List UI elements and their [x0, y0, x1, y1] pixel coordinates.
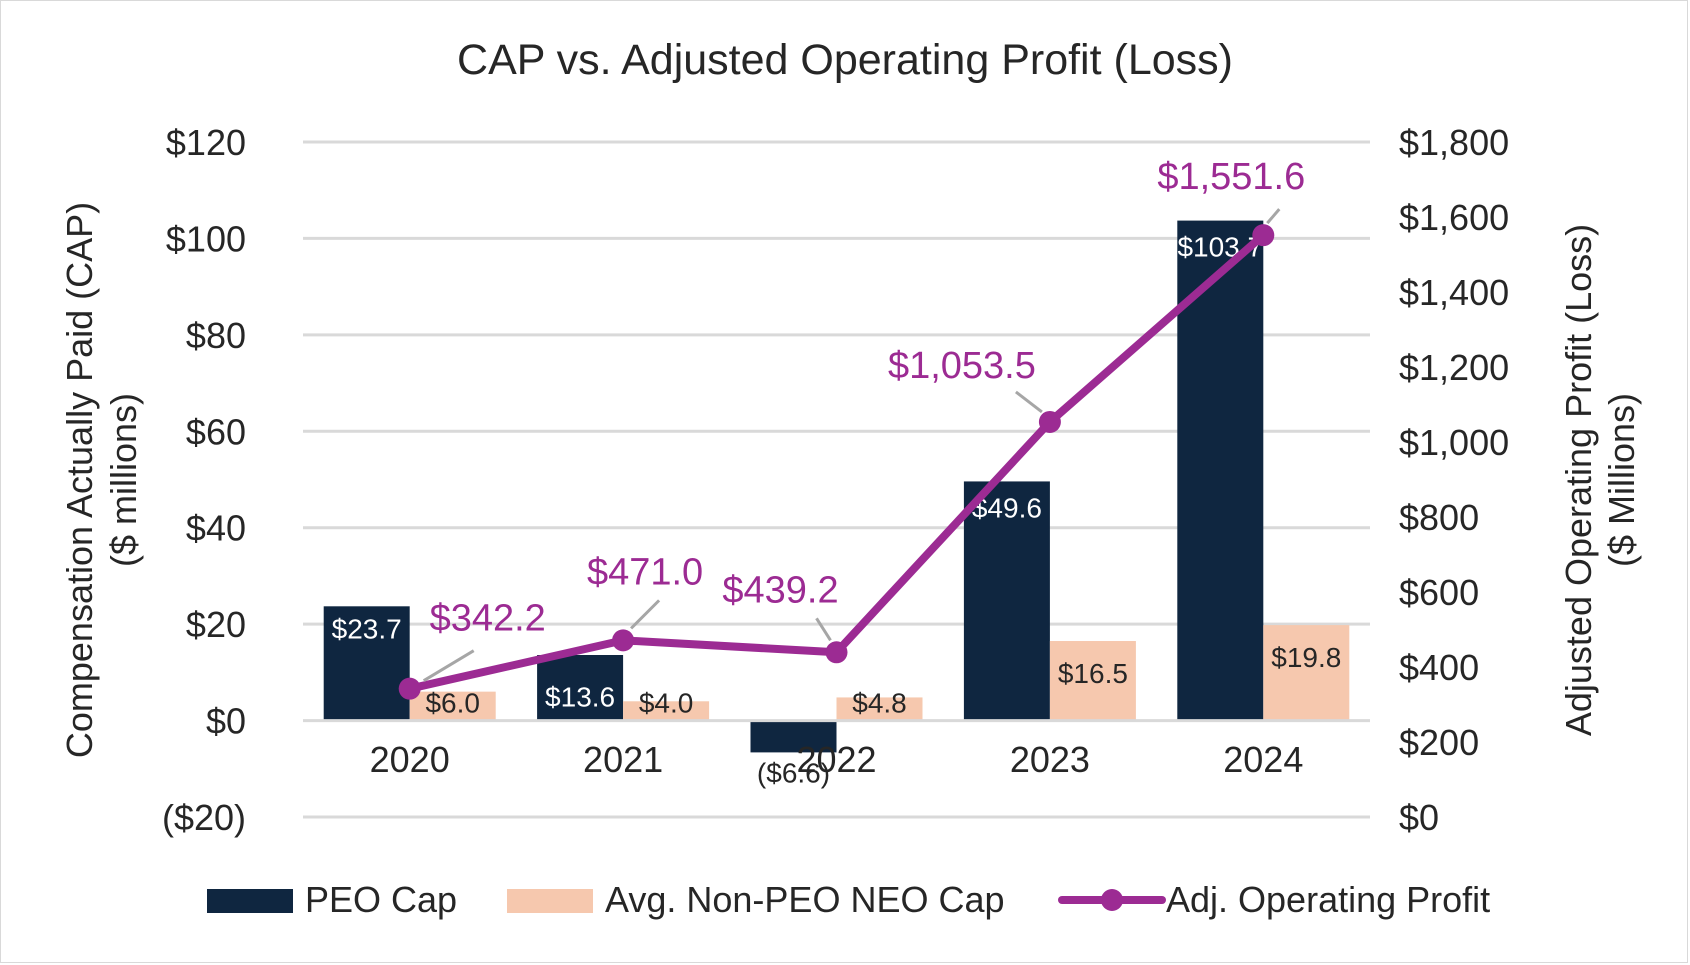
- bar-label-non-peo-neo-cap: $4.0: [639, 688, 694, 719]
- legend-label-peo-cap: PEO Cap: [305, 879, 457, 920]
- category-label-2020: 2020: [370, 739, 450, 780]
- bar-non-peo-neo-cap-2021: [623, 701, 710, 721]
- legend-label-non-peo-neo-cap: Avg. Non-PEO NEO Cap: [605, 879, 1005, 920]
- bar-non-peo-neo-cap-2020: [409, 691, 496, 721]
- chart-title: CAP vs. Adjusted Operating Profit (Loss): [457, 36, 1233, 84]
- right-axis-label: Adjusted Operating Profit (Loss): [1558, 224, 1599, 736]
- right-axis-label-units: ($ Millions): [1601, 393, 1642, 567]
- left-axis-ticks: ($20) $0 $20 $40 $60 $80 $100 $120: [162, 122, 246, 838]
- leader-line: [1014, 390, 1043, 414]
- right-tick-label: $1,800: [1399, 122, 1509, 163]
- point-adj-operating-profit-2024: [1252, 224, 1275, 247]
- left-tick-label: $80: [186, 315, 246, 356]
- bar-non-peo-neo-cap-2023: [1049, 641, 1136, 721]
- bar-label-peo-cap: ($6.6): [757, 757, 830, 788]
- line-label-adj-operating-profit: $471.0: [587, 551, 703, 593]
- legend: PEO Cap Avg. Non-PEO NEO Cap Adj. Operat…: [207, 879, 1490, 920]
- point-adj-operating-profit-2022: [825, 641, 848, 664]
- legend-label-adj-operating-profit: Adj. Operating Profit: [1166, 879, 1490, 920]
- leader-line: [1266, 208, 1281, 225]
- bar-non-peo-neo-cap-2024: [1263, 625, 1350, 721]
- left-tick-label: $120: [166, 122, 246, 163]
- right-tick-label: $0: [1399, 797, 1439, 838]
- right-tick-label: $1,600: [1399, 197, 1509, 238]
- legend-swatch-peo-cap: [207, 889, 293, 913]
- right-tick-label: $200: [1399, 722, 1479, 763]
- right-tick-label: $1,400: [1399, 272, 1509, 313]
- left-tick-label: $20: [186, 604, 246, 645]
- bar-peo-cap-2023: [963, 481, 1050, 721]
- left-tick-label: $0: [206, 701, 246, 742]
- bar-label-non-peo-neo-cap: $6.0: [425, 688, 480, 719]
- left-tick-label: $40: [186, 508, 246, 549]
- bar-peo-cap-2021: [537, 655, 624, 721]
- point-adj-operating-profit-2021: [612, 629, 635, 652]
- line-data-labels: $342.2 $471.0 $439.2 $1,053.5 $1,551.6: [422, 156, 1305, 682]
- category-labels: 2020 2021 2022 2023 2024: [370, 739, 1304, 780]
- left-tick-label: $60: [186, 411, 246, 452]
- right-tick-label: $600: [1399, 572, 1479, 613]
- right-tick-label: $800: [1399, 497, 1479, 538]
- bar-non-peo-neo-cap-2022: [836, 697, 923, 721]
- category-label-2021: 2021: [583, 739, 663, 780]
- line-label-adj-operating-profit: $342.2: [430, 598, 546, 640]
- line-series: [398, 224, 1275, 700]
- right-tick-label: $1,200: [1399, 347, 1509, 388]
- bars: [323, 220, 1350, 753]
- category-label-2024: 2024: [1223, 739, 1303, 780]
- bar-data-labels: $23.7$13.6($6.6)$49.6$103.7$6.0 $4.0 $4.8$…: [332, 232, 1342, 789]
- category-label-2022: 2022: [796, 739, 876, 780]
- legend-marker-adj-operating-profit: [1101, 889, 1123, 911]
- bar-peo-cap-2024: [1177, 220, 1264, 721]
- line-label-adj-operating-profit: $439.2: [722, 569, 838, 611]
- leader-line: [422, 649, 475, 682]
- bar-label-non-peo-neo-cap: $4.8: [852, 688, 907, 719]
- left-axis-label-units: ($ millions): [103, 393, 144, 567]
- leader-line: [815, 617, 832, 642]
- right-tick-label: $400: [1399, 647, 1479, 688]
- legend-swatch-non-peo-neo-cap: [507, 889, 593, 913]
- bar-label-non-peo-neo-cap: $19.8: [1271, 642, 1341, 673]
- bar-label-peo-cap: $23.7: [332, 613, 402, 644]
- leader-line: [630, 599, 661, 630]
- bar-peo-cap-2022: [750, 720, 837, 753]
- right-axis-ticks: $0 $200 $400 $600 $800 $1,000 $1,200 $1,400 $1,6…: [1399, 122, 1509, 838]
- left-tick-label: ($20): [162, 797, 246, 838]
- category-label-2023: 2023: [1010, 739, 1090, 780]
- line-label-adj-operating-profit: $1,053.5: [888, 345, 1036, 387]
- bar-peo-cap-2020: [323, 606, 410, 721]
- point-adj-operating-profit-2020: [398, 677, 421, 700]
- point-adj-operating-profit-2023: [1038, 410, 1061, 433]
- bar-label-non-peo-neo-cap: $16.5: [1058, 658, 1128, 689]
- left-axis-label: Compensation Actually Paid (CAP): [59, 202, 100, 758]
- bar-label-peo-cap: $13.6: [545, 682, 615, 713]
- line-label-adj-operating-profit: $1,551.6: [1157, 156, 1305, 198]
- right-tick-label: $1,000: [1399, 422, 1509, 463]
- left-tick-label: $100: [166, 218, 246, 259]
